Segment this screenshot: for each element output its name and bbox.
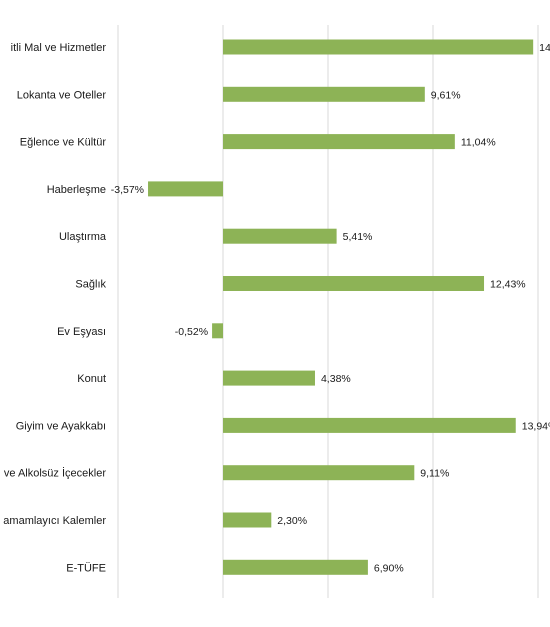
category-label: Ev Eşyası	[57, 326, 106, 338]
data-label: -3,57%	[111, 184, 144, 196]
data-label: 11,04%	[461, 137, 496, 149]
bar	[212, 323, 223, 339]
bar	[223, 86, 425, 102]
bar	[223, 370, 315, 386]
category-label: Sağlık	[75, 279, 106, 291]
bar	[223, 134, 455, 150]
category-label: Haberleşme	[47, 184, 106, 196]
category-label: ve Alkolsüz İçecekler	[4, 467, 106, 480]
bar	[223, 465, 415, 481]
bar	[223, 417, 516, 433]
data-label: 9,61%	[431, 89, 461, 101]
data-label: 6,90%	[374, 562, 404, 574]
data-label: 9,11%	[420, 468, 449, 480]
category-label: Eğlence ve Kültür	[20, 137, 107, 149]
category-label: Lokanta ve Oteller	[17, 89, 107, 101]
category-label: Giyim ve Ayakkabı	[16, 420, 106, 432]
data-label: 2,30%	[277, 515, 307, 527]
data-label: 14,77%	[539, 42, 550, 54]
category-label: Ulaştırma	[59, 231, 107, 243]
data-label: -0,52%	[175, 326, 208, 338]
category-label: E-TÜFE	[66, 562, 106, 574]
bar	[223, 39, 534, 55]
category-label: itli Mal ve Hizmetler	[11, 42, 107, 54]
bar	[148, 181, 223, 197]
bar	[223, 276, 485, 291]
data-label: 12,43%	[490, 279, 526, 291]
category-label: amamlayıcı Kalemler	[3, 515, 106, 527]
category-label: Konut	[77, 373, 106, 385]
data-label: 13,94%	[522, 420, 550, 432]
bar	[223, 559, 368, 575]
bar	[223, 512, 272, 528]
data-label: 5,41%	[343, 231, 373, 243]
data-label: 4,38%	[321, 373, 351, 385]
bar	[223, 228, 337, 244]
